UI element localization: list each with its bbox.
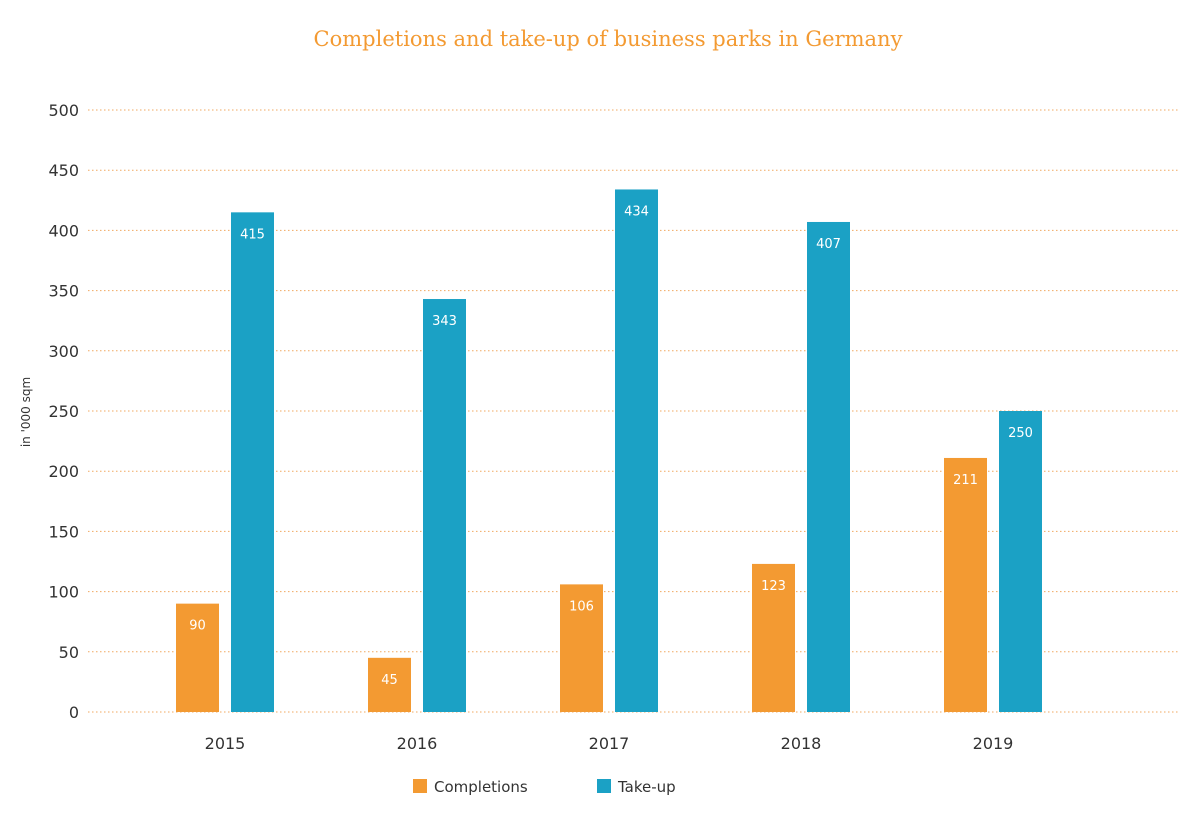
data-label: 106: [569, 599, 594, 614]
bar-take-up-2019: [999, 411, 1042, 712]
data-label: 211: [953, 473, 978, 488]
y-tick-label: 300: [48, 342, 79, 361]
y-tick-label: 100: [48, 583, 79, 602]
data-label: 415: [240, 227, 265, 242]
x-tick-label: 2018: [781, 734, 822, 753]
data-label: 434: [624, 204, 649, 219]
bar-completions-2018: [752, 563, 795, 712]
y-tick-label: 400: [48, 221, 79, 240]
data-label: 343: [432, 314, 457, 329]
legend-swatch: [413, 779, 427, 793]
y-tick-label: 250: [48, 402, 79, 421]
x-tick-label: 2015: [205, 734, 246, 753]
bar-completions-2017: [560, 584, 603, 712]
x-tick-label: 2017: [589, 734, 630, 753]
y-tick-label: 450: [48, 161, 79, 180]
y-tick-label: 50: [59, 643, 79, 662]
data-label: 123: [761, 579, 786, 594]
y-tick-label: 500: [48, 101, 79, 120]
data-label: 45: [381, 673, 398, 688]
chart-title: Completions and take-up of business park…: [314, 27, 903, 51]
bar-take-up-2017: [615, 189, 658, 713]
y-axis-ticks: 0 50 100 150 200 250 300 350 400 450 500: [48, 101, 79, 722]
x-tick-label: 2019: [973, 734, 1014, 753]
y-tick-label: 0: [69, 703, 79, 722]
y-tick-label: 150: [48, 522, 79, 541]
x-axis-categories: 2015 2016 2017 2018 2019: [205, 734, 1014, 753]
bar-take-up-2016: [423, 299, 466, 712]
legend-label: Completions: [434, 778, 528, 796]
bar-completions-2015: [176, 603, 219, 712]
legend: Completions Take-up: [413, 778, 676, 796]
data-label: 250: [1008, 426, 1033, 441]
bar-take-up-2018: [807, 221, 850, 713]
bar-completions-2016: [368, 657, 411, 712]
y-tick-label: 350: [48, 282, 79, 301]
legend-label: Take-up: [617, 778, 676, 796]
bar-completions-2019: [944, 457, 987, 712]
x-tick-label: 2016: [397, 734, 438, 753]
data-label: 90: [189, 619, 206, 634]
bars: 90 415 45 343 106 434 123 407 211 250: [176, 189, 1042, 713]
y-tick-label: 200: [48, 462, 79, 481]
data-label: 407: [816, 237, 841, 252]
legend-swatch: [597, 779, 611, 793]
y-axis-label: in '000 sqm: [19, 377, 33, 447]
bar-take-up-2015: [231, 212, 274, 712]
